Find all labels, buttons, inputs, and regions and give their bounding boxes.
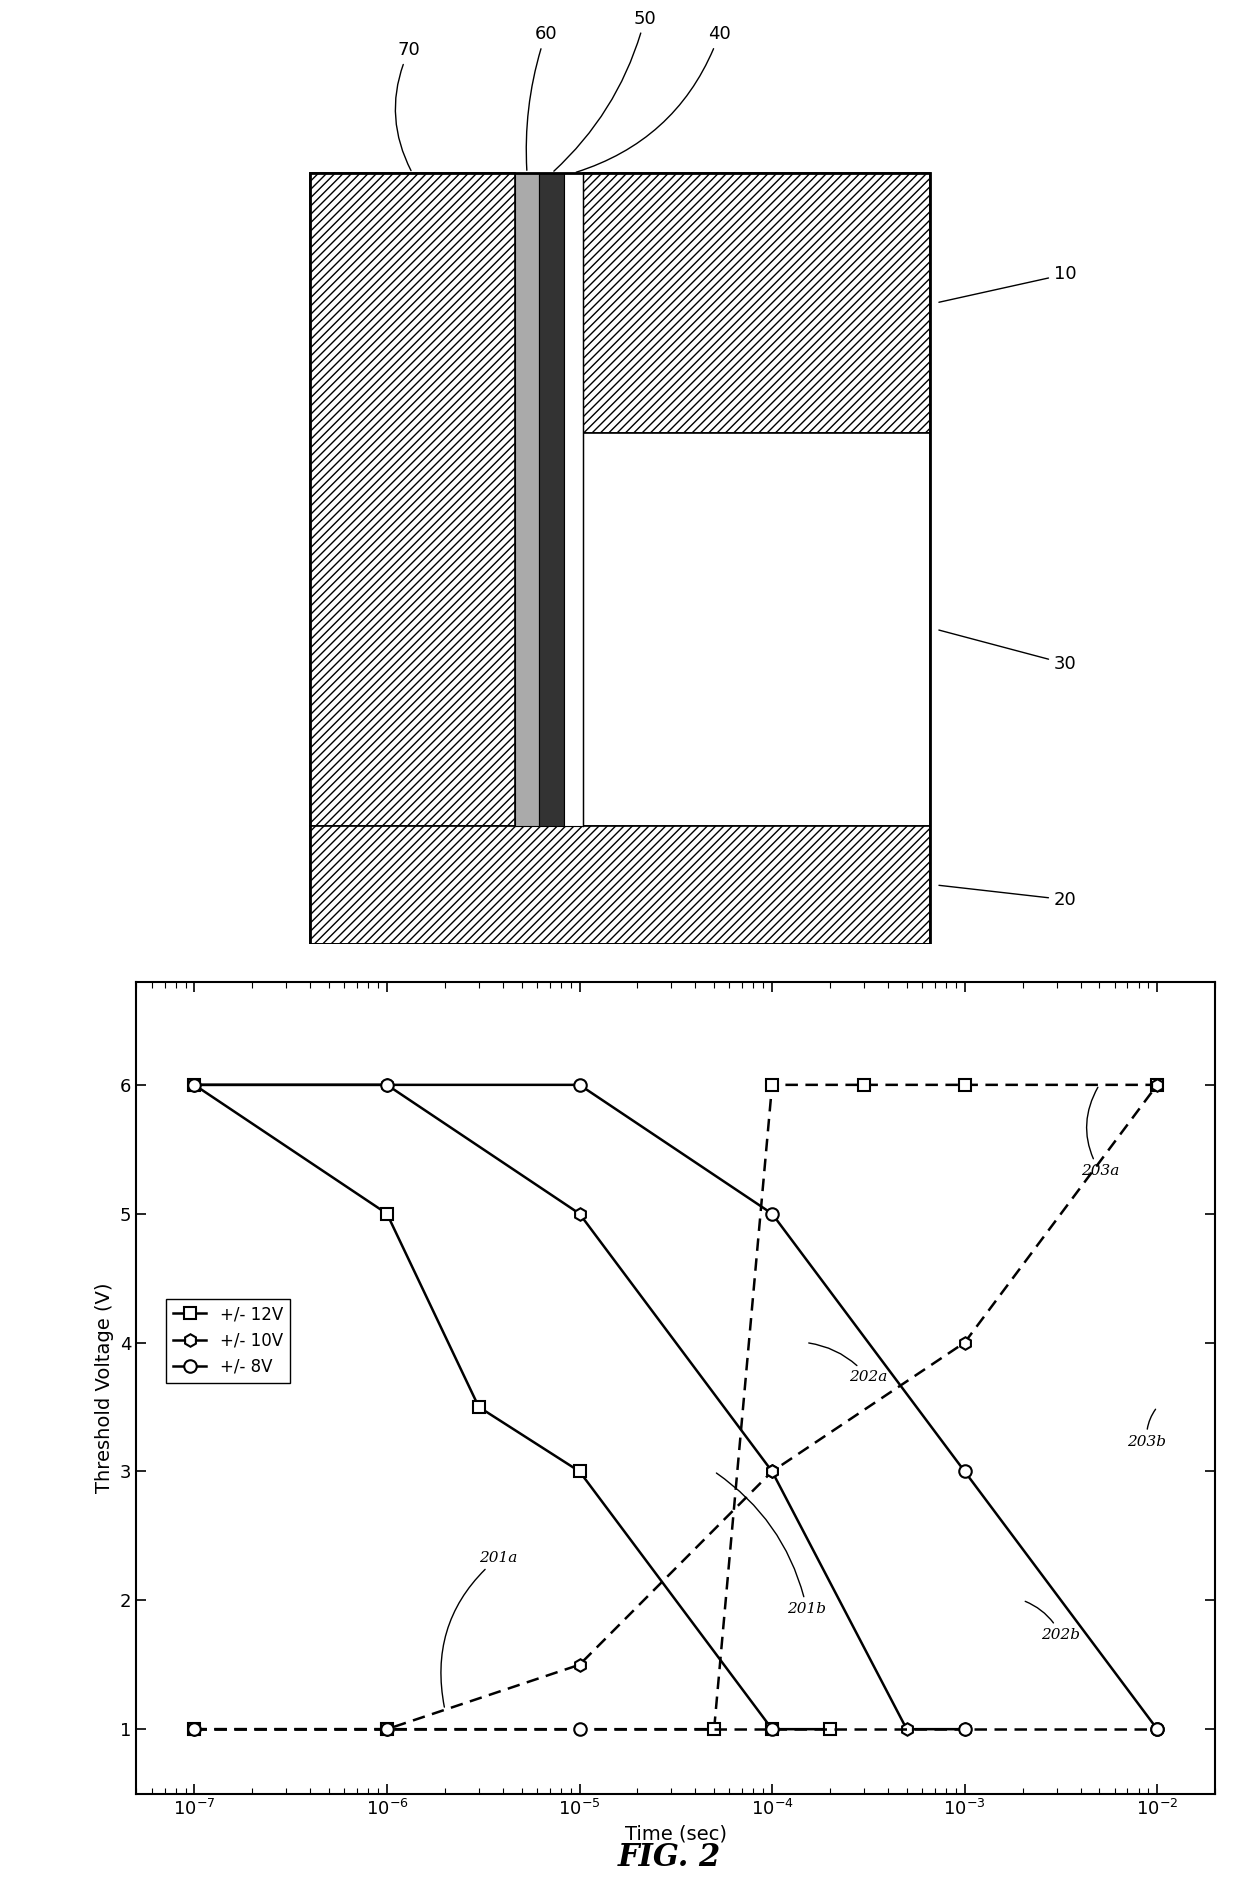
Text: 202a: 202a: [808, 1342, 887, 1384]
Text: 201a: 201a: [441, 1550, 517, 1707]
Text: 70: 70: [396, 42, 420, 170]
Text: 202b: 202b: [1025, 1601, 1080, 1643]
Bar: [310, 174, 930, 944]
Bar: [310, 174, 515, 827]
Bar: [583, 174, 930, 432]
Text: 203b: 203b: [1127, 1408, 1167, 1448]
Text: 50: 50: [554, 9, 656, 172]
Text: FIG. 2: FIG. 2: [618, 1843, 722, 1873]
Text: 30: 30: [939, 631, 1076, 672]
Bar: [310, 827, 930, 944]
Bar: [515, 174, 539, 827]
Bar: [539, 174, 564, 827]
Bar: [564, 174, 583, 827]
Y-axis label: Threshold Voltage (V): Threshold Voltage (V): [95, 1282, 114, 1493]
Text: FIG. 1: FIG. 1: [568, 991, 672, 1023]
X-axis label: Time (sec): Time (sec): [625, 1824, 727, 1843]
Text: 60: 60: [526, 25, 557, 170]
Legend: +/- 12V, +/- 10V, +/- 8V: +/- 12V, +/- 10V, +/- 8V: [166, 1299, 290, 1382]
Bar: [583, 432, 930, 827]
Text: 201b: 201b: [717, 1473, 826, 1616]
Text: 40: 40: [577, 25, 730, 172]
Text: 203a: 203a: [1080, 1087, 1118, 1178]
Text: 20: 20: [939, 885, 1076, 908]
Text: 10: 10: [939, 266, 1076, 302]
